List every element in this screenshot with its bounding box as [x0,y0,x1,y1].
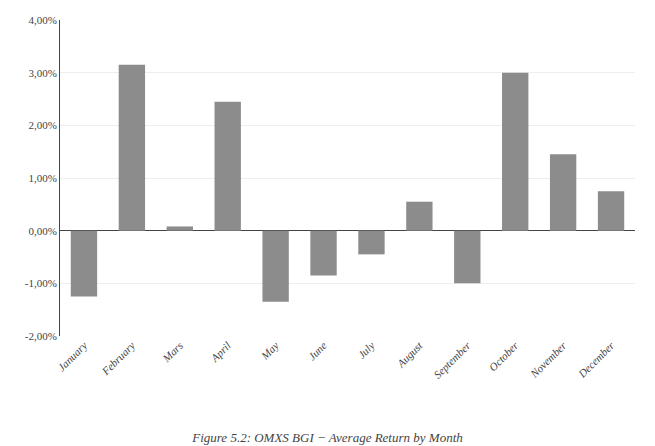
svg-text:July: July [355,339,377,361]
svg-text:January: January [55,339,89,373]
svg-text:Figure 5.2: OMXS BGI − Average: Figure 5.2: OMXS BGI − Average Return by… [191,430,463,445]
svg-text:September: September [431,339,473,381]
svg-text:1,00%: 1,00% [28,172,56,184]
svg-text:0,00%: 0,00% [28,225,56,237]
svg-text:August: August [394,339,425,370]
svg-text:4,00%: 4,00% [28,14,56,26]
svg-text:Mars: Mars [159,339,185,365]
svg-text:3,00%: 3,00% [28,67,56,79]
svg-text:February: February [99,339,138,378]
svg-text:-1,00%: -1,00% [25,277,57,289]
svg-text:June: June [306,339,329,362]
svg-text:-2,00%: -2,00% [25,330,57,342]
svg-text:May: May [258,339,281,362]
svg-text:April: April [208,339,233,364]
svg-text:2,00%: 2,00% [28,119,56,131]
svg-text:October: October [487,339,521,373]
svg-text:December: December [575,339,617,381]
svg-text:November: November [527,339,569,381]
